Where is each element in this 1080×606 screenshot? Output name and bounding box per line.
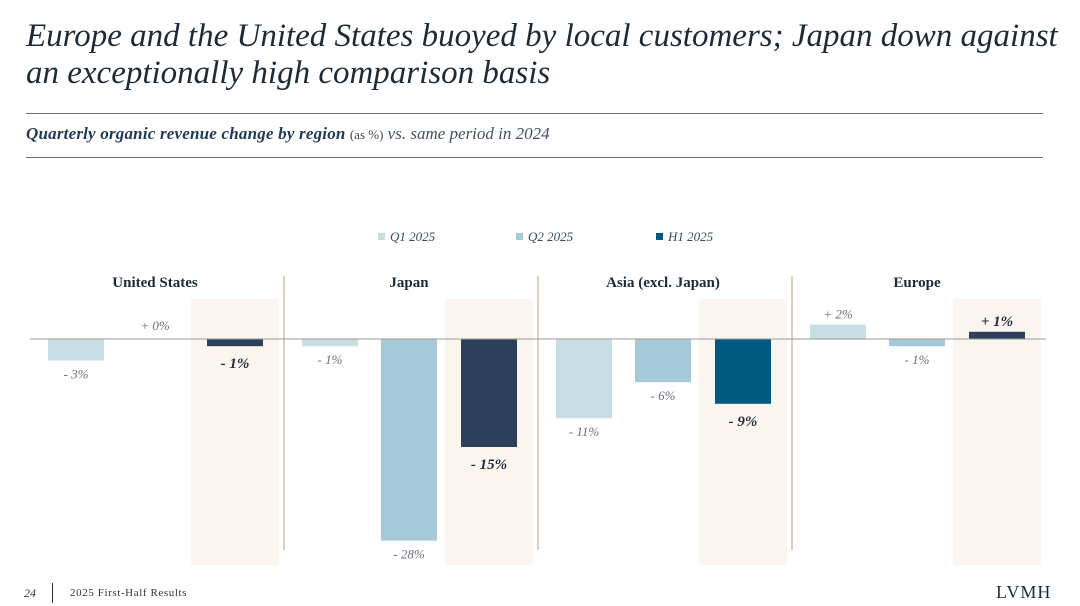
- bar-q2-japan: [381, 339, 437, 541]
- data-label-q1-asia-excl-japan: - 11%: [569, 424, 600, 439]
- page-number: 24: [24, 586, 36, 600]
- data-label-q1-europe: + 2%: [823, 307, 853, 322]
- bar-h1-asia-excl-japan: [715, 339, 771, 404]
- legend-label-q2: Q2 2025: [528, 229, 574, 244]
- data-label-q2-asia-excl-japan: - 6%: [651, 388, 676, 403]
- data-label-q1-united-states: - 3%: [64, 367, 89, 382]
- legend-swatch-q1: [378, 233, 385, 240]
- subtitle-comparison: vs. same period in 2024: [387, 124, 550, 143]
- data-label-q1-japan: - 1%: [318, 352, 343, 367]
- h1-highlight-panel-europe: [953, 299, 1041, 565]
- group-header-united-states: United States: [112, 275, 198, 291]
- legend-label-q1: Q1 2025: [390, 229, 436, 244]
- report-title: 2025 First-Half Results: [70, 587, 188, 599]
- data-label-h1-united-states: - 1%: [221, 356, 250, 372]
- bar-q1-europe: [810, 324, 866, 339]
- bar-h1-japan: [461, 339, 517, 447]
- data-label-h1-asia-excl-japan: - 9%: [729, 414, 758, 430]
- bar-q1-united-states: [48, 339, 104, 361]
- bar-q2-asia-excl-japan: [635, 339, 691, 383]
- title-divider: [26, 113, 1043, 114]
- legend-swatch-q2: [516, 233, 523, 240]
- group-header-japan: Japan: [389, 275, 429, 291]
- group-header-asia-excl-japan: Asia (excl. Japan): [606, 275, 720, 291]
- bar-q1-japan: [302, 339, 358, 347]
- subtitle-unit: (as %): [349, 127, 384, 142]
- subtitle-divider: [26, 157, 1043, 158]
- footer-separator: [52, 583, 53, 603]
- data-label-h1-europe: + 1%: [981, 314, 1013, 330]
- bar-h1-europe: [969, 331, 1025, 339]
- data-label-q2-japan: - 28%: [393, 547, 425, 562]
- group-header-europe: Europe: [893, 275, 941, 291]
- data-label-h1-japan: - 15%: [471, 457, 507, 473]
- bar-h1-united-states: [207, 339, 263, 347]
- brand-logo: LVMH: [996, 582, 1052, 602]
- legend-swatch-h1: [656, 233, 663, 240]
- data-label-q2-united-states: + 0%: [140, 318, 170, 333]
- page-title: Europe and the United States buoyed by l…: [26, 18, 1058, 91]
- data-label-q2-europe: - 1%: [905, 352, 930, 367]
- subtitle-main: Quarterly organic revenue change by regi…: [26, 124, 346, 143]
- legend-label-h1: H1 2025: [667, 229, 714, 244]
- bar-q1-asia-excl-japan: [556, 339, 612, 419]
- chart-subtitle: Quarterly organic revenue change by regi…: [26, 124, 550, 144]
- bar-q2-europe: [889, 339, 945, 347]
